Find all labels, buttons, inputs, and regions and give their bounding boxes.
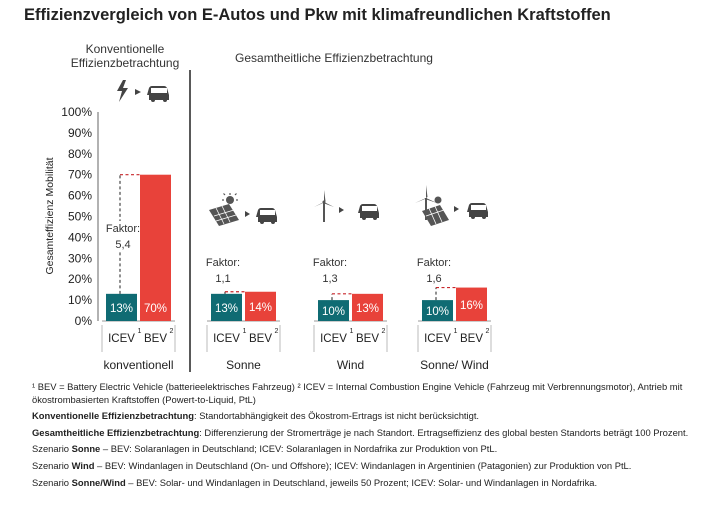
- y-tick-label: 20%: [68, 272, 92, 286]
- footnote-scenario-mix: Szenario Sonne/Wind – BEV: Solar- und Wi…: [32, 477, 692, 490]
- bar-bev: [352, 293, 383, 321]
- footnote-scenario-sun: Szenario Sonne – BEV: Solaranlagen in De…: [32, 443, 692, 456]
- series-label-icev: ICEV: [108, 333, 135, 345]
- y-tick-label: 90%: [68, 126, 92, 140]
- factor-label: Faktor:: [206, 257, 240, 269]
- value-label-bev: 16%: [460, 300, 483, 312]
- factor-label: Faktor:: [417, 257, 451, 269]
- scenario-mix-prefix: Szenario: [32, 476, 72, 488]
- chart-area: 0% 10% 20% 30% 40% 50% 60% 70% 80% 90% 100% Gesamt…: [44, 70, 492, 372]
- category-label: Sonne: [226, 358, 261, 372]
- factor-label: Faktor:: [313, 257, 347, 269]
- scenario-sun-text: – BEV: Solaranlagen in Deutschland; ICEV…: [100, 443, 498, 455]
- footnote-scenario-wind: Szenario Wind – BEV: Windanlagen in Deut…: [32, 460, 692, 473]
- value-label-icev: 10%: [322, 306, 345, 318]
- bar-icev: [211, 293, 242, 321]
- footnote-abbreviations: ¹ BEV = Battery Electric Vehicle (batter…: [32, 381, 683, 405]
- footnote-holistic: Gesamtheitliche Effizienzbetrachtung: Di…: [32, 427, 692, 440]
- category-label: konventionell: [103, 358, 173, 372]
- solar-panel-to-car-icon: [205, 192, 281, 233]
- lightning-to-car-icon: [114, 78, 178, 109]
- value-label-bev: 13%: [356, 303, 379, 315]
- y-tick-label: 0%: [75, 314, 93, 328]
- value-label-icev: 10%: [426, 306, 449, 318]
- series-label-icev: ICEV: [320, 333, 347, 345]
- value-label-icev: 13%: [215, 303, 238, 315]
- series-superscript-icev: 1: [454, 328, 458, 335]
- scenario-sun-prefix: Szenario: [32, 443, 72, 455]
- y-tick-label: 10%: [68, 293, 92, 307]
- solar-wind-to-car-icon: [412, 184, 494, 233]
- value-label-icev: 13%: [110, 303, 133, 315]
- factor-value: 1,1: [215, 273, 230, 285]
- factor-value: 1,6: [426, 273, 441, 285]
- value-label-bev: 70%: [144, 303, 167, 315]
- scenario-sun-term: Sonne: [71, 443, 101, 455]
- scenario-wind-term: Wind: [71, 459, 95, 471]
- series-superscript-bev: 2: [170, 328, 174, 335]
- y-tick-label: 100%: [61, 105, 92, 119]
- category-label: Wind: [337, 358, 364, 372]
- series-label-icev: ICEV: [213, 333, 240, 345]
- series-superscript-icev: 1: [138, 328, 142, 335]
- scenario-wind-text: – BEV: Windanlagen in Deutschland (On- u…: [94, 459, 632, 471]
- bar-icev: [106, 293, 137, 321]
- section-label-holistic: Gesamtheitliche Effizienzbetrachtung: [235, 51, 433, 65]
- series-superscript-icev: 1: [350, 328, 354, 335]
- bar-groups: 13% 70%Faktor:5,4ICEV1BEV2konventionell13…: [101, 174, 492, 372]
- value-label-bev: 14%: [249, 302, 272, 314]
- factor-value: 1,3: [322, 273, 337, 285]
- footnote-conventional-text: : Standortabhängigkeit des Ökostrom-Ertr…: [194, 410, 480, 422]
- scenario-wind-prefix: Szenario: [32, 459, 72, 471]
- y-tick-label: 40%: [68, 230, 92, 244]
- series-label-bev: BEV: [249, 333, 272, 345]
- series-superscript-icev: 1: [243, 328, 247, 335]
- series-label-icev: ICEV: [424, 333, 451, 345]
- series-label-bev: BEV: [144, 333, 167, 345]
- y-axis-label: Gesamteffizienz Mobilität: [44, 157, 56, 274]
- y-tick-label: 30%: [68, 251, 92, 265]
- scenario-mix-term: Sonne/Wind: [71, 476, 126, 488]
- y-tick-label: 70%: [68, 168, 92, 182]
- series-superscript-bev: 2: [275, 328, 279, 335]
- footnote-holistic-term: Gesamtheitliche Effizienzbetrachtung: [32, 426, 200, 438]
- footnotes: ¹ BEV = Battery Electric Vehicle (batter…: [32, 381, 692, 493]
- wind-turbine-to-car-icon: [312, 188, 382, 229]
- series-label-bev: BEV: [356, 333, 379, 345]
- factor-value: 5,4: [115, 239, 130, 251]
- bar-bev: [456, 287, 487, 321]
- y-tick-label: 80%: [68, 147, 92, 161]
- section-label-conventional: Konventionelle Effizienzbetrachtung: [70, 42, 180, 70]
- series-label-bev: BEV: [460, 333, 483, 345]
- bar-bev: [245, 291, 276, 321]
- chart-title: Effizienzvergleich von E-Autos und Pkw m…: [24, 6, 611, 24]
- y-tick-label: 50%: [68, 210, 92, 224]
- scenario-mix-text: – BEV: Solar- und Windanlagen in Deutsch…: [125, 476, 598, 488]
- footnote-conventional: Konventionelle Effizienzbetrachtung: Sta…: [32, 410, 692, 423]
- factor-label: Faktor:: [106, 223, 140, 235]
- footnote-conventional-term: Konventionelle Effizienzbetrachtung: [32, 410, 194, 422]
- series-superscript-bev: 2: [382, 328, 386, 335]
- y-tick-label: 60%: [68, 189, 92, 203]
- category-label: Sonne/ Wind: [420, 358, 489, 372]
- bar-icev: [318, 300, 349, 321]
- bar-icev: [422, 300, 453, 321]
- footnote-holistic-text: : Differenzierung der Stromerträge je na…: [199, 426, 689, 438]
- y-axis: 0% 10% 20% 30% 40% 50% 60% 70% 80% 90% 100%: [61, 105, 99, 328]
- bar-bev: [140, 174, 171, 321]
- series-superscript-bev: 2: [486, 328, 490, 335]
- factor-label-background: [106, 221, 140, 251]
